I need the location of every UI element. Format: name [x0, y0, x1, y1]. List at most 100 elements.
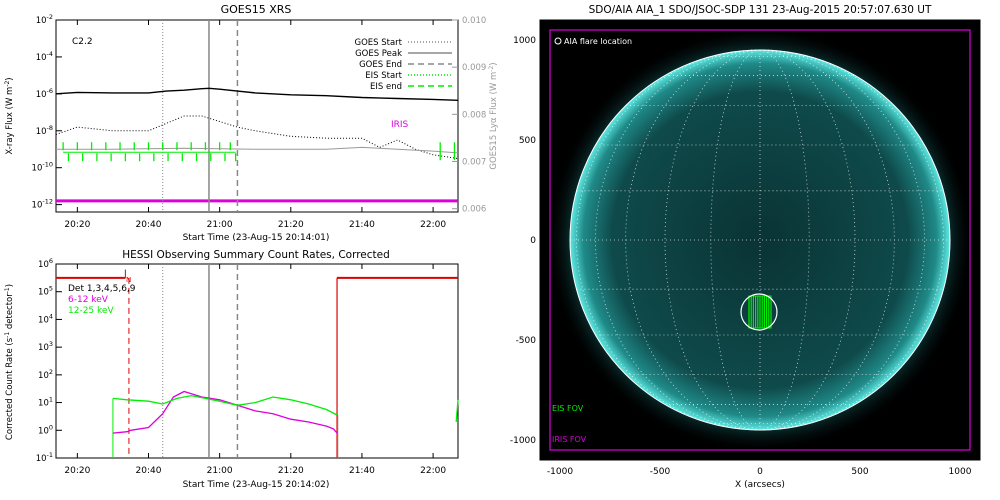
aia-x-tick-label: -500 [650, 467, 671, 477]
hessi-x-tick-label: 20:40 [136, 466, 162, 476]
aia-y-tick-label: 1000 [513, 36, 536, 46]
aia-limb-circle [569, 49, 951, 431]
aia-x-tick-label: 1000 [949, 467, 972, 477]
hessi-y-tick-label: 102 [38, 368, 53, 381]
aia-iris-fov [549, 29, 971, 451]
goes-legend-label: EIS Start [365, 71, 402, 81]
goes-y-axis-label-right: GOES15 Lyα Flux (W m-2) [488, 62, 499, 169]
goes-y-tick-right-label: 0.006 [462, 205, 486, 215]
aia-panel: SDO/AIA AIA_1 SDO/JSOC-SDP 131 23-Aug-20… [510, 4, 981, 490]
hessi-x-tick-label: 22:00 [420, 466, 446, 476]
hessi-y-tick-label: 103 [38, 340, 53, 353]
goes-eis-ticks [62, 142, 456, 162]
aia-iris-label: IRIS FOV [552, 435, 587, 444]
aia-y-tick-label: 0 [530, 236, 536, 246]
goes-panel: GOES15 XRS 20:20 20:40 21:00 21:20 21:40 22:0… [4, 3, 499, 243]
goes-y-ticks-right: 0.010 0.009 0.008 0.007 0.006 [452, 16, 486, 215]
hessi-legend-6-12kev: 6-12 keV [68, 295, 109, 305]
goes-iris-label: IRIS [391, 120, 409, 130]
hessi-series-1 [112, 394, 338, 416]
hessi-x-tick-label: 21:00 [207, 466, 233, 476]
goes-frame [55, 19, 459, 213]
aia-eis-fov [748, 295, 772, 329]
goes-event-lines [162, 20, 239, 212]
aia-legend-flare: AIA flare location [564, 37, 632, 46]
goes-x-tick-label: 21:40 [349, 220, 375, 230]
goes-y-tick-left-label: 10-8 [36, 124, 53, 137]
aia-legend-marker [554, 37, 562, 45]
goes-x-axis-label: Start Time (23-Aug-15 20:14:01) [183, 233, 330, 243]
hessi-y-tick-label: 106 [38, 257, 53, 270]
goes-x-tick-label: 20:20 [64, 220, 90, 230]
goes-x-tick-label: 20:40 [136, 220, 162, 230]
goes-y-tick-left-label: 10-12 [32, 198, 53, 211]
aia-meridian-line [759, 49, 925, 431]
hessi-x-axis-label: Start Time (23-Aug-15 20:14:02) [183, 480, 330, 490]
hessi-y-tick-label: 101 [38, 396, 53, 409]
hessi-x-ticks: 20:20 20:40 21:00 21:20 21:40 22:00 [64, 264, 446, 476]
aia-meridian-line [576, 49, 761, 431]
hessi-title: HESSI Observing Summary Count Rates, Cor… [122, 249, 390, 261]
aia-coordinate-grid [570, 49, 950, 431]
goes-x-ticks: 20:20 20:40 21:00 21:20 21:40 22:00 [64, 20, 446, 230]
hessi-y-tick-label: 104 [38, 312, 53, 325]
hessi-frame [55, 263, 459, 459]
goes-flare-class: C2.2 [72, 37, 93, 47]
aia-flare-circle [740, 293, 778, 331]
aia-y-tick-label: -500 [516, 336, 537, 346]
aia-meridian-line [595, 49, 761, 431]
aia-eis-label: EIS FOV [552, 404, 584, 413]
hessi-y-axis-label: Corrected Count Rate (s-1 detector-1) [4, 284, 15, 440]
goes-legend-label: GOES Peak [355, 49, 402, 59]
goes-y-tick-right-label: 0.007 [462, 158, 486, 168]
hessi-series [56, 276, 459, 434]
hessi-y-tick-label: 100 [38, 423, 53, 436]
aia-meridian-line [759, 49, 944, 431]
hessi-x-tick-label: 20:20 [64, 466, 90, 476]
goes-y-tick-left-label: 10-10 [32, 161, 53, 174]
goes-x-tick-label: 22:00 [420, 220, 446, 230]
goes-x-tick-label: 21:20 [278, 220, 304, 230]
aia-y-ticks: 1000 500 0 -500 -1000 [510, 36, 980, 446]
aia-solar-disk [570, 50, 950, 430]
goes-y-axis-label-left: X-ray Flux (W m-2) [4, 77, 15, 154]
goes-y-tick-left-label: 10-2 [36, 13, 53, 26]
aia-x-ticks: -1000 -500 0 500 1000 [547, 20, 972, 477]
hessi-x-tick-label: 21:20 [278, 466, 304, 476]
goes-title: GOES15 XRS [221, 3, 292, 16]
hessi-series-0 [112, 390, 338, 434]
aia-title: SDO/AIA AIA_1 SDO/JSOC-SDP 131 23-Aug-20… [589, 4, 932, 16]
aia-x-axis-label: X (arcsecs) [735, 480, 785, 490]
aia-x-tick-label: -1000 [547, 467, 573, 477]
goes-y-ticks-left: 10-2 10-4 10-6 10-8 10-10 10-12 [32, 13, 62, 211]
goes-y-tick-right-label: 0.010 [462, 16, 486, 26]
goes-y-tick-right-label: 0.009 [462, 63, 486, 73]
aia-meridian-line [759, 49, 895, 431]
hessi-legend-12-25kev: 12-25 keV [68, 306, 114, 316]
goes-legend-label: EIS end [370, 82, 402, 92]
aia-x-tick-label: 500 [851, 467, 868, 477]
goes-y-tick-right-label: 0.008 [462, 110, 486, 120]
aia-meridian-line [759, 49, 810, 431]
hessi-x-tick-label: 21:40 [349, 466, 375, 476]
aia-meridian-line [710, 49, 761, 431]
hessi-legend-detectors: Det 1,3,4,5,6,9 [68, 284, 136, 294]
aia-x-tick-label: 0 [757, 467, 763, 477]
goes-legend-label: GOES Start [354, 38, 402, 48]
aia-meridian-line [625, 49, 761, 431]
aia-y-tick-label: 500 [519, 136, 536, 146]
hessi-y-ticks: 106 105 104 103 102 101 100 10-1 [36, 257, 62, 464]
hessi-y-tick-label: 10-1 [36, 451, 53, 464]
hessi-flag-label: N [126, 276, 131, 284]
hessi-event-lines [112, 264, 339, 458]
hessi-panel: HESSI Observing Summary Count Rates, Cor… [4, 249, 459, 490]
goes-y-tick-left-label: 10-6 [36, 87, 53, 100]
hessi-y-tick-label: 105 [38, 285, 53, 298]
aia-y-tick-label: -1000 [510, 436, 536, 446]
goes-y-tick-left-label: 10-4 [36, 50, 53, 63]
goes-x-tick-label: 21:00 [207, 220, 233, 230]
goes-series-0 [55, 87, 459, 101]
goes-legend-label: GOES End [359, 60, 402, 70]
